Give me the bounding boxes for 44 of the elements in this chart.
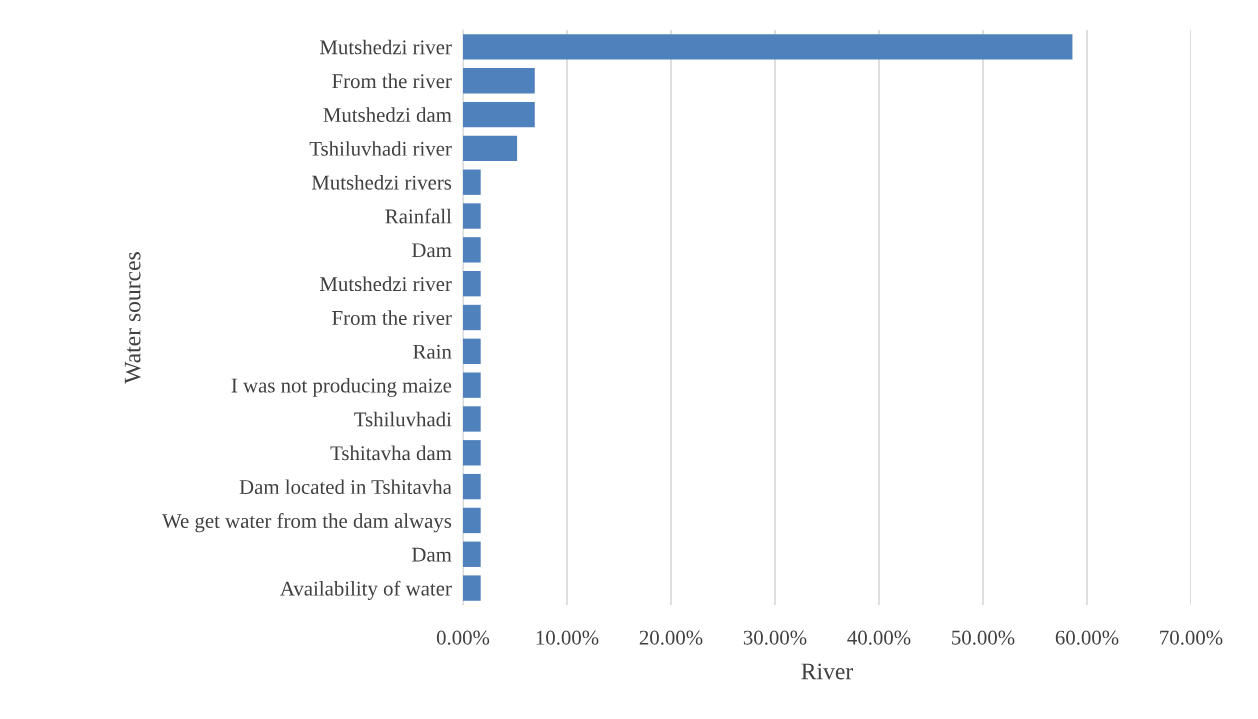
y-axis-title: Water sources bbox=[124, 252, 141, 384]
bar bbox=[463, 473, 481, 500]
y-tick-label: Tshitavha dam bbox=[330, 445, 452, 461]
bar bbox=[463, 101, 535, 128]
bar bbox=[463, 237, 481, 263]
x-tick-label: 20.00% bbox=[639, 630, 703, 645]
bar bbox=[463, 372, 481, 398]
bar bbox=[463, 68, 535, 94]
bar bbox=[463, 203, 481, 229]
y-tick-label: Availability of water bbox=[280, 580, 452, 600]
bar bbox=[463, 406, 481, 432]
bar bbox=[463, 135, 518, 162]
y-tick-label: Dam bbox=[411, 243, 452, 258]
bar bbox=[463, 34, 1073, 60]
bar bbox=[463, 270, 481, 297]
y-tick-label: Dam bbox=[411, 547, 452, 562]
y-tick-label: I was not producing maize bbox=[231, 377, 452, 397]
y-tick-label: Rainfall bbox=[385, 208, 452, 224]
y-tick-label: Mutshedzi river bbox=[320, 39, 452, 55]
bar bbox=[463, 169, 481, 195]
y-tick-label: Mutshedzi river bbox=[320, 276, 452, 292]
y-tick-label: Mutshedzi dam bbox=[323, 107, 452, 122]
x-tick-label: 10.00% bbox=[536, 630, 599, 645]
bar bbox=[463, 440, 481, 466]
x-tick-label: 70.00% bbox=[1160, 630, 1223, 645]
bar bbox=[463, 304, 481, 331]
y-tick-label: We get water from the dam always bbox=[162, 513, 452, 533]
x-tick-label: 60.00% bbox=[1055, 630, 1119, 645]
x-tick-label: 50.00% bbox=[952, 630, 1015, 645]
bar bbox=[463, 338, 481, 365]
y-tick-label: Mutshedzi rivers bbox=[311, 174, 452, 190]
x-tick-label: 0.00% bbox=[436, 630, 490, 645]
y-tick-label: From the river bbox=[332, 73, 452, 89]
y-tick-label: Tshiluvhadi river bbox=[309, 141, 452, 156]
y-tick-label: Tshiluvhadi bbox=[354, 411, 452, 427]
bar bbox=[463, 507, 481, 534]
x-tick-label: 30.00% bbox=[743, 630, 807, 645]
bar bbox=[463, 541, 481, 567]
x-tick-label: 40.00% bbox=[847, 630, 911, 645]
y-tick-label: From the river bbox=[332, 310, 452, 325]
y-tick-label: Rain bbox=[413, 344, 452, 359]
x-axis-title: River bbox=[801, 663, 854, 680]
bar bbox=[463, 575, 481, 601]
y-tick-label: Dam located in Tshitavha bbox=[239, 479, 452, 495]
